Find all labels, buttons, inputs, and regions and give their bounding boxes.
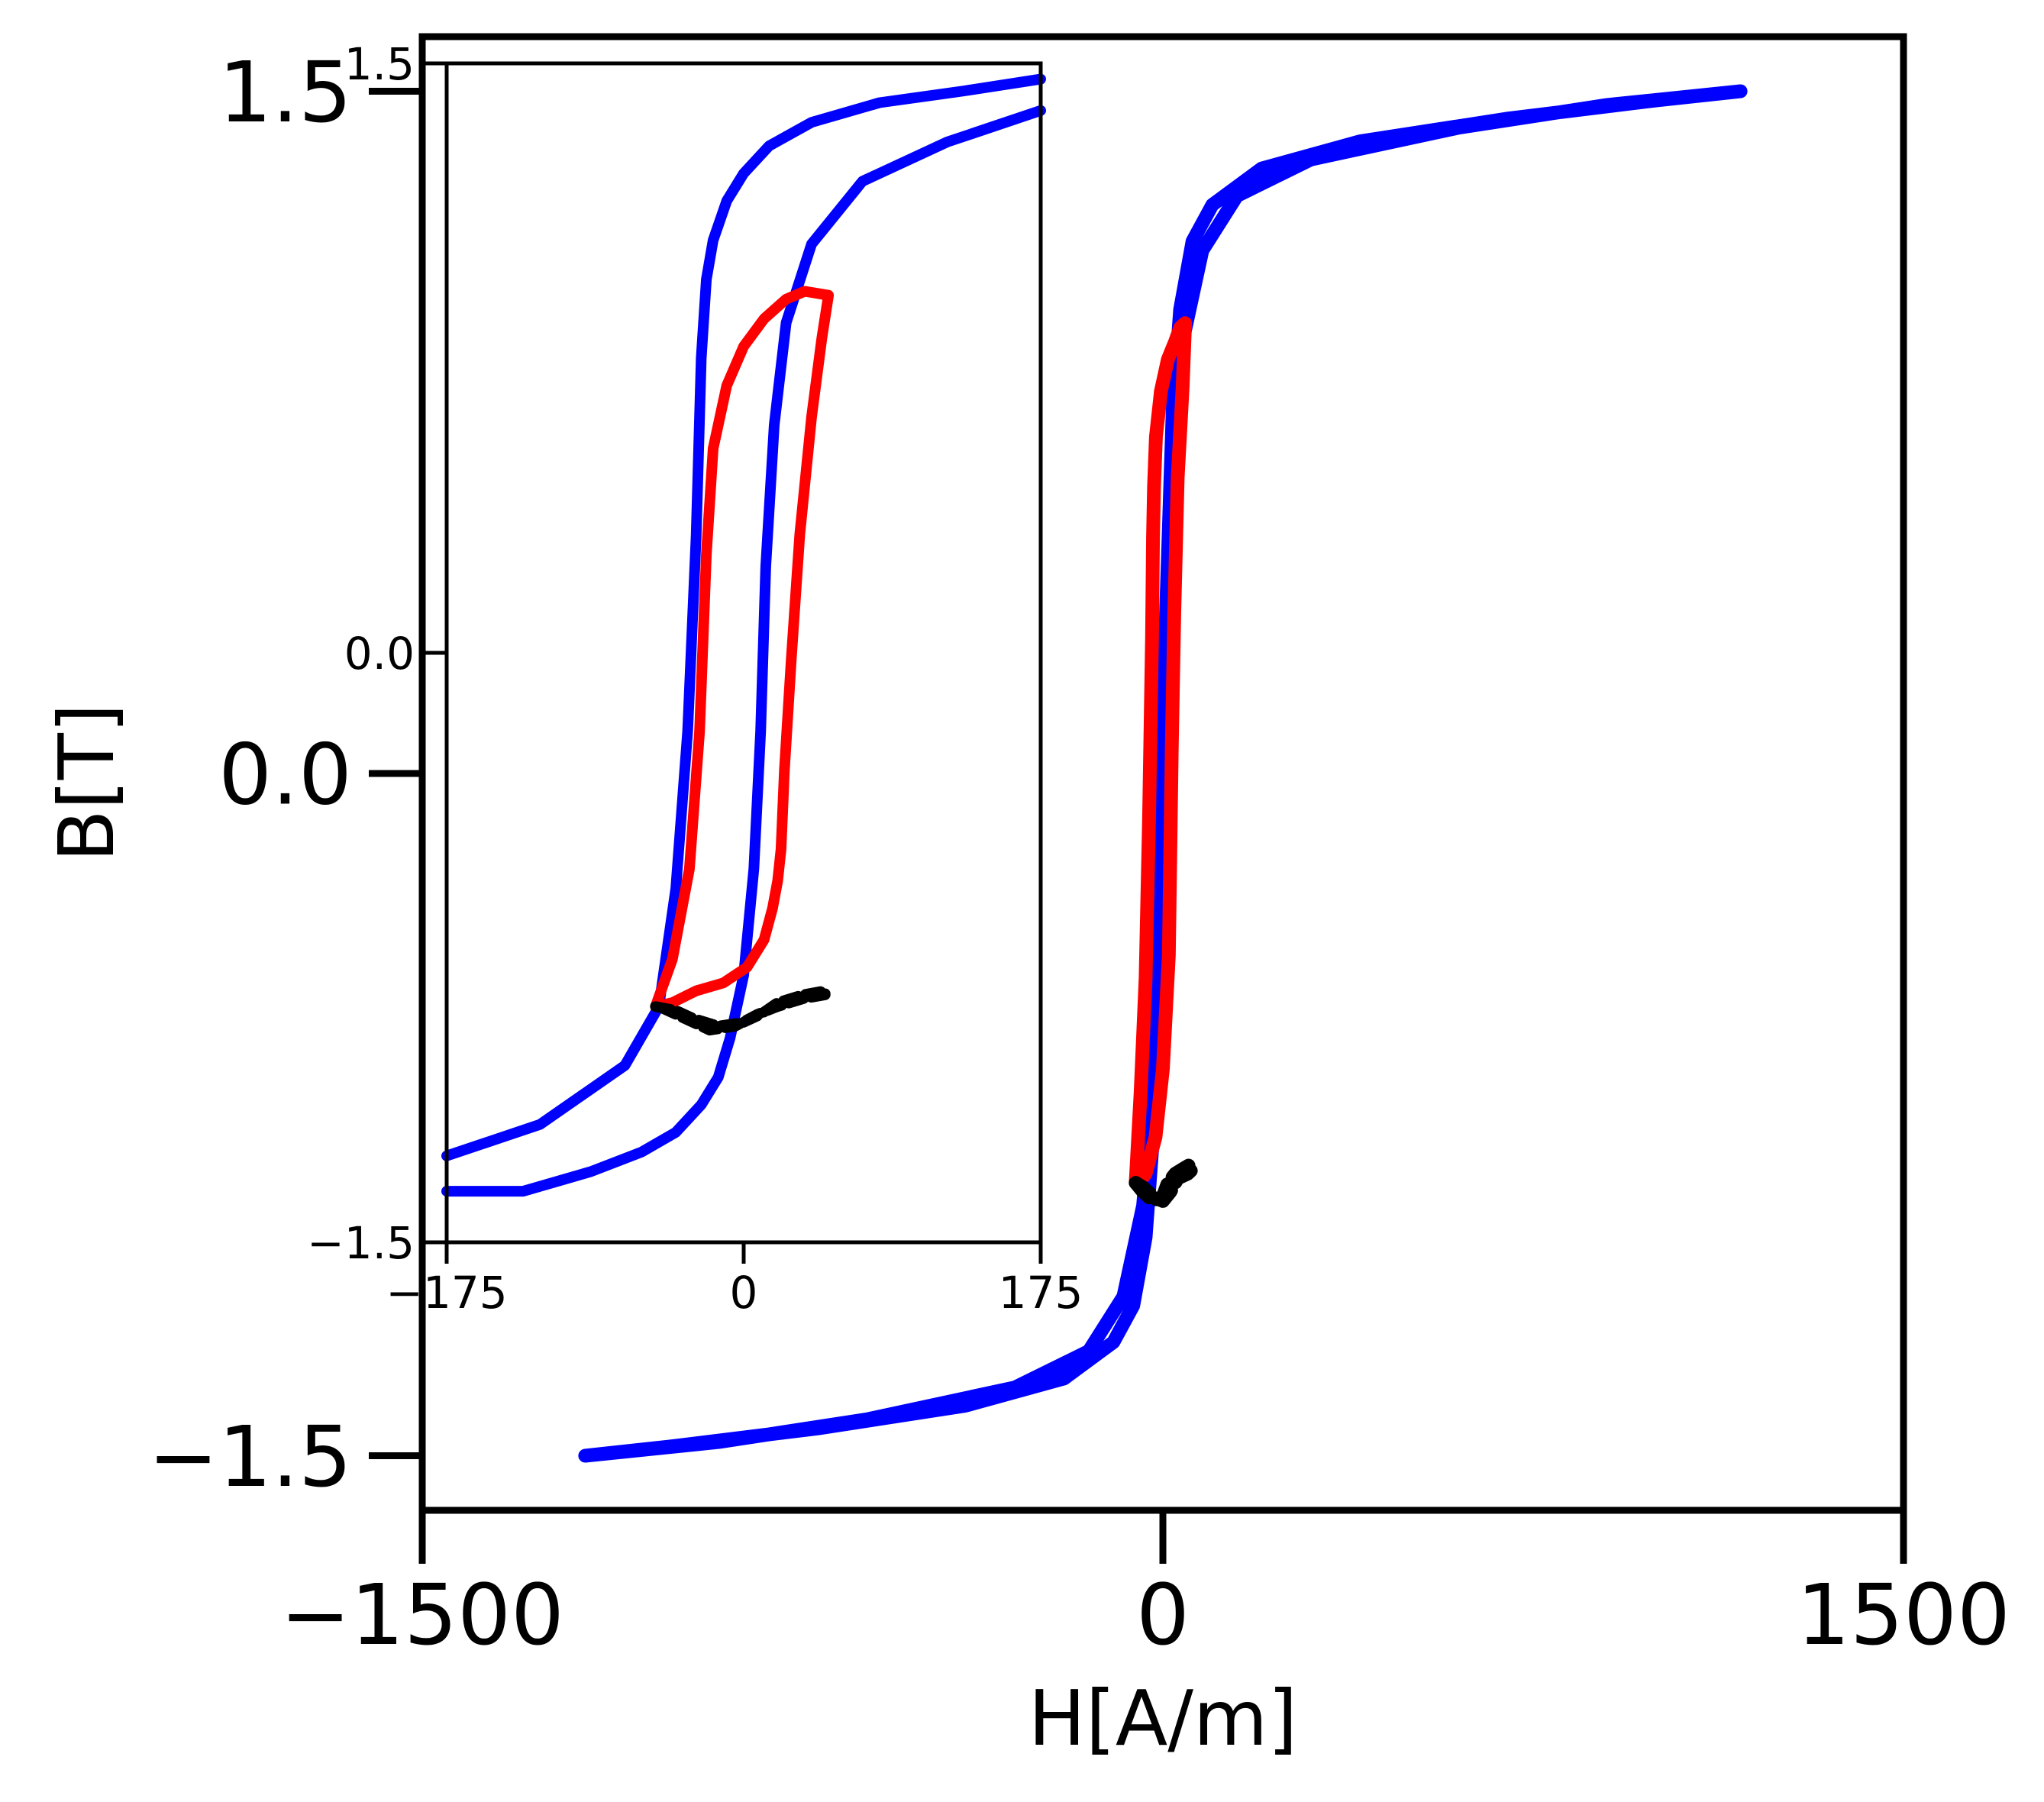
inset-series-3 (650, 985, 831, 1036)
inset-x-tick-label: 0 (730, 1267, 758, 1319)
inset-x-tick-label: 175 (999, 1267, 1083, 1319)
main-x-tick-label: 0 (1136, 1566, 1190, 1664)
inset-plot-area (447, 63, 1041, 1242)
main-y-tick-label: 1.5 (218, 44, 352, 141)
inset-axes: −175 0 175 −1.5 0.0 1.5 (307, 38, 1083, 1319)
main-y-tick-label: 0.0 (218, 726, 352, 824)
inset-y-tick-label: 0.0 (344, 628, 415, 680)
main-x-tick-label: −1500 (280, 1566, 564, 1664)
inset-series-1 (441, 73, 1046, 1161)
main-x-tick-label: 1500 (1797, 1566, 2010, 1664)
x-axis-label: H[A/m] (1028, 1674, 1298, 1763)
main-series-1 (1129, 316, 1193, 1190)
inset-y-tick-label: −1.5 (307, 1217, 415, 1269)
inset-series-0 (441, 105, 1046, 1197)
inset-series-2 (650, 286, 835, 1012)
main-axes: −1500 0 1500 −1.5 0.0 1.5 (148, 33, 2010, 1664)
main-series-2 (1129, 1158, 1200, 1208)
inset-x-tick-label: −175 (386, 1267, 507, 1319)
inset-y-tick-label: 1.5 (344, 38, 415, 90)
y-axis-label: B[T] (42, 703, 131, 862)
main-y-tick-label: −1.5 (148, 1408, 352, 1506)
